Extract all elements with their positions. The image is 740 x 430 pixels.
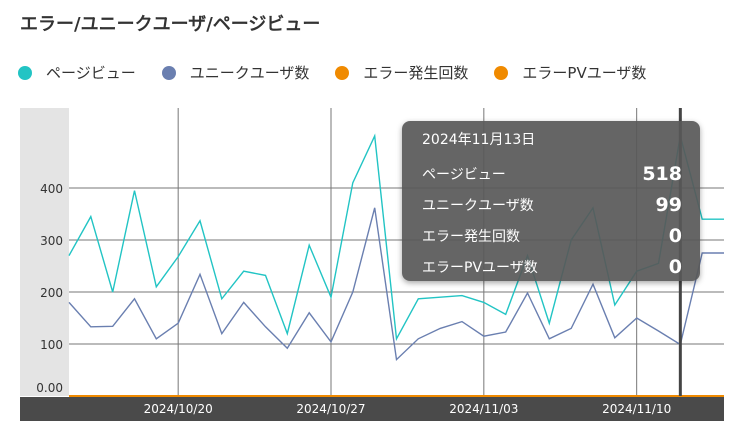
legend-item-pageviews[interactable]: ページビュー [18,62,136,83]
tooltip-label: ユニークユーザ数 [422,198,534,214]
tooltip-value: 99 [655,194,682,216]
y-tick-label: 300 [40,234,63,248]
legend-label: エラーPVユーザ数 [522,64,647,82]
x-tick-label: 2024/10/27 [296,402,365,416]
tooltip-row-unique-users: ユニークユーザ数 99 [422,194,682,216]
x-tick-label: 2024/11/03 [449,402,518,416]
series-layer [68,133,724,362]
tooltip-label: ページビュー [422,167,506,183]
tooltip-value: 0 [668,256,682,278]
x-axis-ticks: 2024/10/20 2024/10/27 2024/11/03 2024/11/10 [144,402,672,416]
x-tick-label: 2024/11/10 [602,402,671,416]
tooltip-row-pageviews: ページビュー 518 [422,163,682,185]
tooltip-label: エラー発生回数 [422,229,520,245]
series-line [68,207,724,362]
tooltip-label: エラーPVユーザ数 [422,260,538,276]
legend-dot-icon [335,65,350,80]
legend: ページビュー ユニークユーザ数 エラー発生回数 エラーPVユーザ数 [18,62,672,83]
legend-dot-icon [161,65,176,80]
series-line [68,133,724,342]
chart-title: エラー/ユニークユーザ/ページビュー [20,14,321,35]
y-tick-label: 100 [40,338,63,352]
legend-label: エラー発生回数 [363,64,469,82]
legend-item-error-count[interactable]: エラー発生回数 [335,62,468,83]
legend-label: ページビュー [46,64,136,82]
legend-dot-icon [494,65,509,80]
legend-item-error-pv-users[interactable]: エラーPVユーザ数 [494,62,646,83]
tooltip-value: 518 [642,163,682,185]
tooltip-row-error-pv-users: エラーPVユーザ数 0 [422,256,682,278]
legend-item-unique-users[interactable]: ユニークユーザ数 [161,62,310,83]
x-axis-band [20,397,724,421]
y-tick-label: 200 [40,286,63,300]
tooltip-row-error-count: エラー発生回数 0 [422,225,682,247]
y-tick-label: 400 [40,182,63,196]
y-tick-label: 0.00 [36,381,63,395]
x-tick-label: 2024/10/20 [144,402,213,416]
legend-label: ユニークユーザ数 [189,64,310,82]
tooltip-date: 2024年11月13日 [422,132,536,148]
tooltip: 2024年11月13日 ページビュー 518 ユニークユーザ数 99 エラー発生… [402,121,700,281]
y-axis-band [20,108,69,396]
legend-dot-icon [18,65,32,80]
y-axis-ticks: 0.00 100 200 300 400 [36,182,63,395]
tooltip-value: 0 [668,225,682,247]
